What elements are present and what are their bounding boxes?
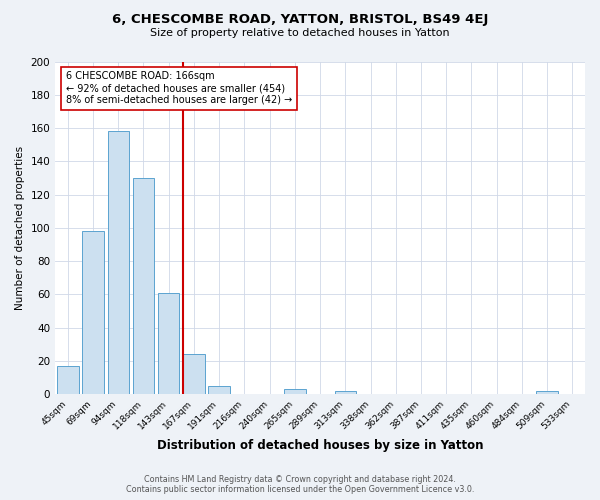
Bar <box>158 292 179 394</box>
Y-axis label: Number of detached properties: Number of detached properties <box>15 146 25 310</box>
Bar <box>536 391 558 394</box>
Bar <box>208 386 230 394</box>
X-axis label: Distribution of detached houses by size in Yatton: Distribution of detached houses by size … <box>157 440 484 452</box>
Bar <box>183 354 205 394</box>
Bar <box>107 132 129 394</box>
Bar <box>133 178 154 394</box>
Bar <box>57 366 79 394</box>
Bar <box>82 231 104 394</box>
Text: Size of property relative to detached houses in Yatton: Size of property relative to detached ho… <box>150 28 450 38</box>
Text: Contains HM Land Registry data © Crown copyright and database right 2024.
Contai: Contains HM Land Registry data © Crown c… <box>126 474 474 494</box>
Text: 6 CHESCOMBE ROAD: 166sqm
← 92% of detached houses are smaller (454)
8% of semi-d: 6 CHESCOMBE ROAD: 166sqm ← 92% of detach… <box>66 72 292 104</box>
Text: 6, CHESCOMBE ROAD, YATTON, BRISTOL, BS49 4EJ: 6, CHESCOMBE ROAD, YATTON, BRISTOL, BS49… <box>112 12 488 26</box>
Bar <box>335 391 356 394</box>
Bar <box>284 389 305 394</box>
